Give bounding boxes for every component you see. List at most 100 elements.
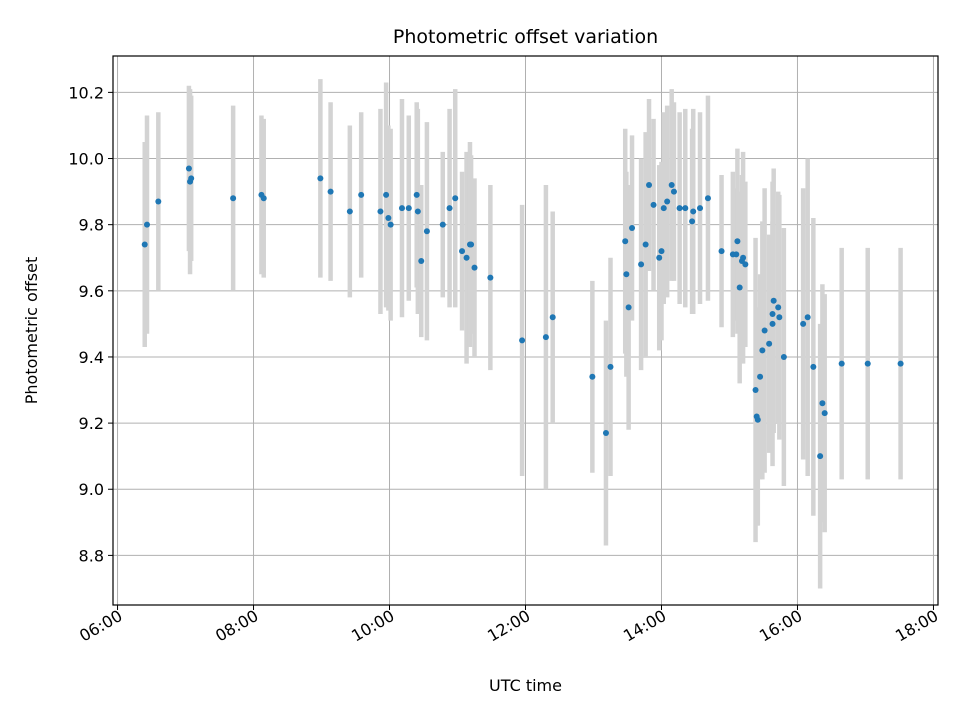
data-point (143, 221, 150, 228)
data-point (766, 340, 773, 347)
data-point (819, 400, 826, 407)
x-axis-label: UTC time (489, 676, 562, 695)
error-bars (142, 79, 903, 589)
data-point (377, 208, 384, 215)
data-point (446, 205, 453, 212)
data-point (761, 327, 768, 334)
data-point (838, 360, 845, 367)
x-tick-label: 16:00 (756, 606, 805, 646)
data-point (752, 387, 759, 394)
y-axis-ticks: 8.8 9.0 9.2 9.4 9.6 9.8 10.0 10.2 (68, 83, 113, 565)
data-point (660, 205, 667, 212)
data-point (452, 195, 459, 202)
data-point (776, 314, 783, 321)
data-point (188, 175, 195, 182)
data-point (646, 181, 653, 188)
data-point (668, 181, 675, 188)
data-point (607, 363, 614, 370)
data-point (757, 373, 764, 380)
data-point (697, 205, 704, 212)
data-point (759, 347, 766, 354)
data-point (629, 224, 636, 231)
y-axis-label: Photometric offset (22, 257, 41, 405)
data-point (810, 363, 817, 370)
data-point (769, 310, 776, 317)
data-point (519, 337, 526, 344)
data-point (734, 238, 741, 245)
y-tick-label: 9.4 (79, 348, 104, 367)
data-point (625, 304, 632, 311)
data-point (549, 314, 556, 321)
data-point (690, 208, 697, 215)
y-tick-label: 9.6 (79, 282, 104, 301)
data-point (670, 188, 677, 195)
data-point (864, 360, 871, 367)
data-point (230, 195, 237, 202)
data-point (141, 241, 148, 248)
x-tick-label: 08:00 (212, 606, 261, 646)
data-point (423, 228, 430, 235)
data-point (542, 334, 549, 341)
data-point (689, 218, 696, 225)
data-point (468, 241, 475, 248)
data-point (780, 353, 787, 360)
data-point (656, 254, 663, 261)
data-point (736, 284, 743, 291)
data-point (676, 205, 683, 212)
data-point (346, 208, 353, 215)
data-point (463, 254, 470, 261)
x-axis-ticks: 06:00 08:00 10:00 12:00 14:00 16:00 18:00 (76, 605, 941, 646)
x-tick-label: 14:00 (620, 606, 669, 646)
data-point (413, 191, 420, 198)
chart-title: Photometric offset variation (393, 26, 658, 48)
data-point (327, 188, 334, 195)
data-point (487, 274, 494, 281)
data-point (383, 191, 390, 198)
data-point (650, 201, 657, 208)
x-tick-label: 12:00 (484, 606, 533, 646)
data-point (733, 251, 740, 258)
data-point (623, 271, 630, 278)
data-point (769, 320, 776, 327)
data-point (602, 430, 609, 437)
y-tick-label: 9.0 (79, 480, 104, 499)
data-point (439, 221, 446, 228)
data-point (664, 198, 671, 205)
data-point (358, 191, 365, 198)
x-tick-label: 18:00 (892, 606, 941, 646)
y-tick-label: 9.8 (79, 216, 104, 235)
data-point (775, 304, 782, 311)
data-point (817, 453, 824, 460)
data-point (405, 205, 412, 212)
x-tick-label: 06:00 (76, 606, 125, 646)
data-point (821, 410, 828, 417)
data-point (742, 261, 749, 268)
x-tick-label: 10:00 (348, 606, 397, 646)
data-point (638, 261, 645, 268)
data-point (800, 320, 807, 327)
data-point (398, 205, 405, 212)
data-point (704, 195, 711, 202)
data-point (770, 297, 777, 304)
data-point (185, 165, 192, 172)
data-point (642, 241, 649, 248)
data-point (317, 175, 324, 182)
y-tick-label: 10.0 (68, 150, 104, 169)
data-point (418, 258, 425, 265)
data-point (387, 221, 394, 228)
data-points (141, 165, 904, 460)
data-point (740, 254, 747, 261)
data-point (589, 373, 596, 380)
data-point (718, 248, 725, 255)
data-point (471, 264, 478, 271)
y-tick-label: 8.8 (79, 546, 104, 565)
y-tick-label: 10.2 (68, 83, 104, 102)
y-tick-label: 9.2 (79, 414, 104, 433)
data-point (804, 314, 811, 321)
data-point (459, 248, 466, 255)
data-point (385, 215, 392, 222)
data-point (754, 416, 761, 423)
data-point (260, 195, 267, 202)
data-point (414, 208, 421, 215)
